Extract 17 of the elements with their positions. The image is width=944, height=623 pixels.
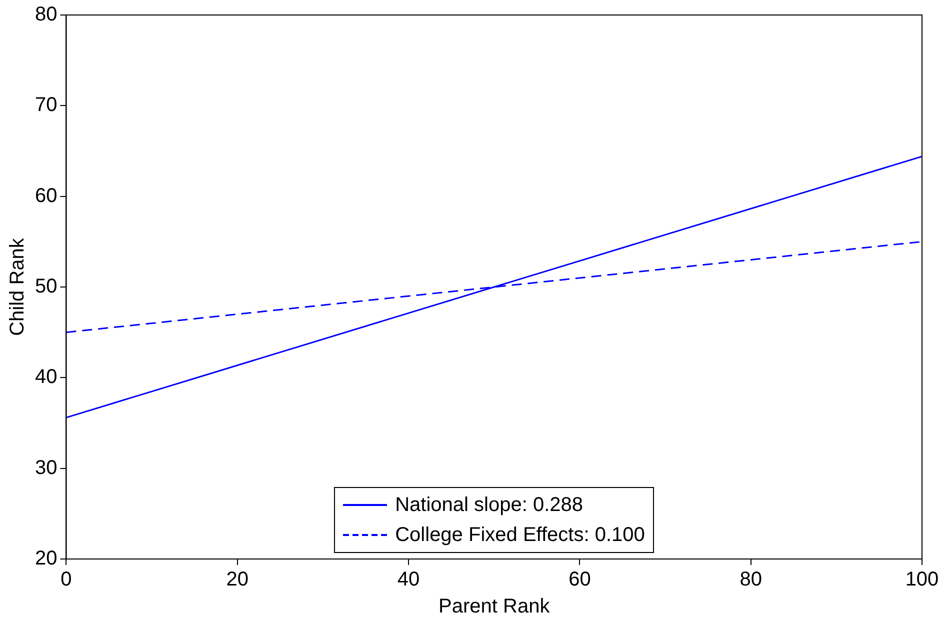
x-axis-title: Parent Rank [438,596,551,618]
x-tick-label: 40 [397,568,420,591]
x-tick-label: 0 [60,568,72,591]
y-tick-label: 70 [34,94,58,116]
y-tick-label: 20 [34,548,58,570]
y-tick-label: 40 [34,366,58,388]
x-tick-label: 60 [568,568,591,591]
legend-label: National slope: 0.288 [395,494,584,516]
x-tick-label: 80 [740,568,762,591]
y-tick-label: 80 [34,4,58,26]
x-tick-label: 20 [226,568,249,591]
y-tick-label: 50 [34,276,58,298]
y-axis-title: Child Rank [6,237,29,336]
legend-label: College Fixed Effects: 0.100 [395,524,645,546]
y-tick-label: 30 [34,456,58,479]
x-tick-label: 100 [905,568,939,591]
y-tick-label: 60 [34,184,58,207]
